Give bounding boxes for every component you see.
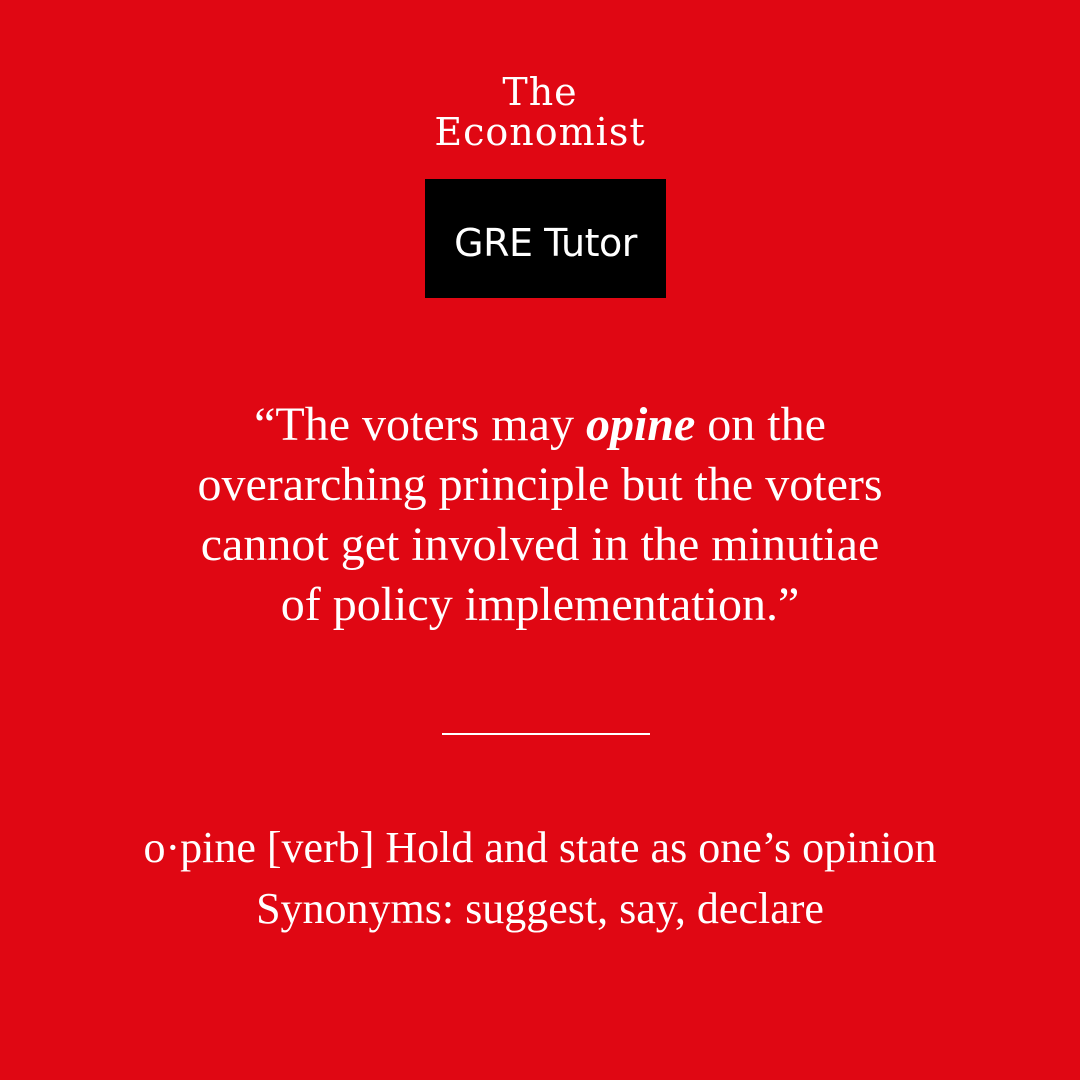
badge-label: GRE Tutor bbox=[454, 220, 637, 265]
quote-line-3: cannot get involved in the minutiae bbox=[200, 518, 880, 571]
quote-line-1-end: on the bbox=[695, 398, 826, 451]
highlighted-word: opine bbox=[585, 398, 696, 451]
definition-line: o·pine [verb] Hold and state as one’s op… bbox=[143, 823, 937, 872]
quote-line-1: “The voters may opine on the bbox=[90, 395, 990, 455]
economist-logo: The Economist bbox=[0, 72, 1080, 152]
synonyms-line: Synonyms: suggest, say, declare bbox=[256, 884, 824, 933]
logo-line-the: The bbox=[502, 70, 578, 114]
quote-text: “The voters may opine on the overarching… bbox=[90, 395, 990, 635]
quote-line-4: of policy implementation.” bbox=[280, 578, 800, 631]
gre-tutor-badge: GRE Tutor bbox=[425, 179, 666, 298]
definition-block: o·pine [verb] Hold and state as one’s op… bbox=[40, 817, 1040, 939]
divider-line bbox=[442, 733, 650, 735]
quote-line-1-start: “The voters may bbox=[254, 398, 586, 451]
logo-line-economist: Economist bbox=[434, 110, 646, 154]
quote-line-2: overarching principle but the voters bbox=[197, 458, 883, 511]
